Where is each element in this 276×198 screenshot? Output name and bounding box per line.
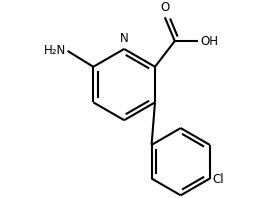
Text: Cl: Cl: [212, 173, 224, 186]
Text: H₂N: H₂N: [43, 44, 66, 57]
Text: O: O: [160, 1, 169, 14]
Text: OH: OH: [201, 35, 219, 48]
Text: N: N: [120, 32, 129, 45]
